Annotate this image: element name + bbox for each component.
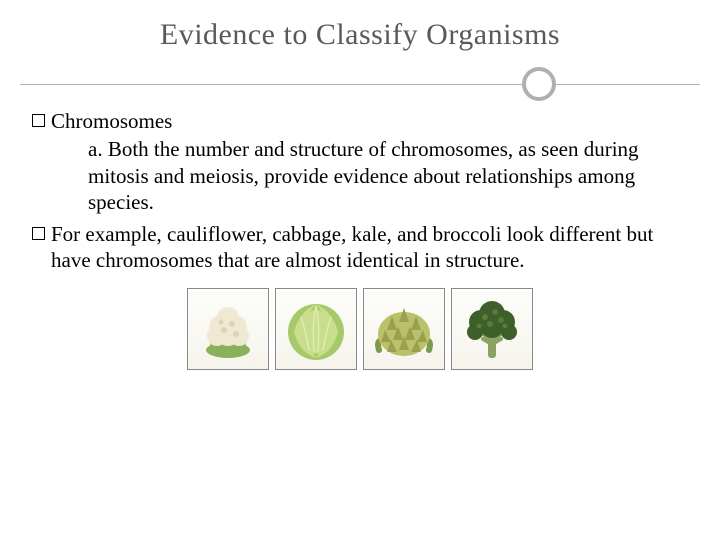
content-area: Chromosomes a. Both the number and struc… — [0, 102, 720, 370]
square-bullet-icon — [32, 114, 45, 127]
image-cabbage — [275, 288, 357, 370]
romanesco-icon — [367, 292, 441, 366]
square-bullet-icon — [32, 227, 45, 240]
title-divider — [0, 66, 720, 102]
image-cauliflower — [187, 288, 269, 370]
cabbage-icon — [279, 292, 353, 366]
bullet-subtext: a. Both the number and structure of chro… — [32, 136, 688, 215]
vegetable-image-row — [32, 288, 688, 370]
divider-line — [20, 84, 700, 85]
bullet-item: Chromosomes — [32, 108, 688, 134]
image-romanesco — [363, 288, 445, 370]
broccoli-icon — [455, 292, 529, 366]
bullet-label: For example, cauliflower, cabbage, kale,… — [51, 221, 688, 274]
bullet-item: For example, cauliflower, cabbage, kale,… — [32, 221, 688, 274]
cauliflower-icon — [191, 292, 265, 366]
divider-ring-icon — [522, 67, 556, 101]
bullet-label: Chromosomes — [51, 108, 688, 134]
image-broccoli — [451, 288, 533, 370]
page-title: Evidence to Classify Organisms — [0, 18, 720, 52]
